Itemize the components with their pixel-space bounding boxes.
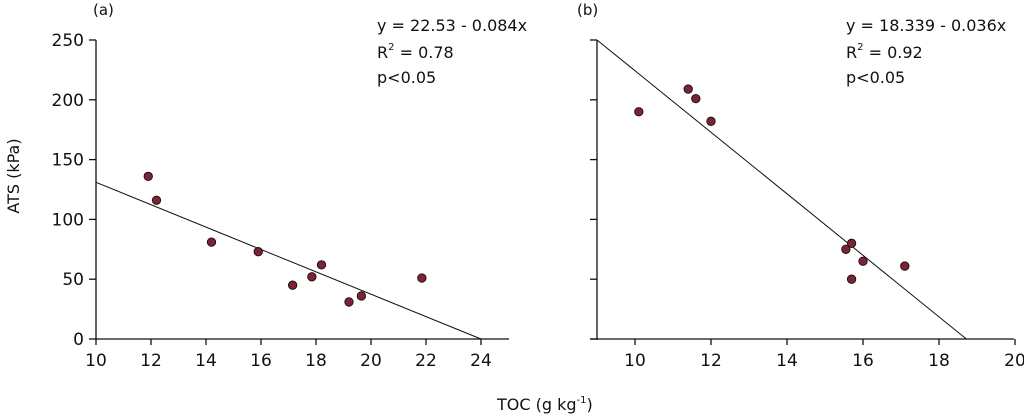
panel-b-x-tick-label: 10 <box>624 351 646 371</box>
panel-a-equation: y = 22.53 - 0.084x <box>377 16 527 35</box>
panel-b-p-value: p<0.05 <box>846 68 905 87</box>
panel-a: 0 50 100 150 200 250 10 12 14 16 18 20 22 24 (a) y = 22… <box>52 1 528 371</box>
panel-a-r-squared-prefix: R <box>377 43 388 62</box>
panel-a-x-tick-label: 10 <box>85 351 107 371</box>
panel-a-y-tick-label: 100 <box>52 210 84 230</box>
x-axis-title-main: TOC (g kg <box>496 395 577 414</box>
panel-a-y-tick-label: 250 <box>52 31 84 51</box>
panel-b-data-point <box>691 93 701 104</box>
panel-b-data-point <box>683 84 693 94</box>
panel-b-data-point <box>900 261 910 271</box>
panel-a-data-point <box>287 280 298 290</box>
panel-a-r-squared-sup: 2 <box>388 42 394 53</box>
panel-a-x-tick-label: 12 <box>140 351 162 371</box>
panel-b-x-tick-label: 14 <box>776 351 798 371</box>
panel-b-x-tick-label: 12 <box>700 351 722 371</box>
panel-a-data-point <box>151 195 162 205</box>
panel-b-r-squared: R2 = 0.92 <box>846 42 923 62</box>
panel-b-r-squared-sup: 2 <box>857 42 863 53</box>
panel-a-x-tick-label: 16 <box>250 351 272 371</box>
panel-b-regression-line <box>596 39 967 340</box>
panel-a-p-value: p<0.05 <box>377 68 436 87</box>
panel-a-data-point <box>143 171 153 181</box>
panel-b-data-point <box>634 107 644 117</box>
panel-b-data-point <box>858 256 868 266</box>
x-axis-title: TOC (g kg-1) <box>496 395 593 414</box>
panel-a-data-point <box>417 273 427 283</box>
panel-a-label: (a) <box>93 1 114 19</box>
panel-b-data-point <box>846 238 857 248</box>
panel-a-r-squared: R2 = 0.78 <box>377 42 454 62</box>
panel-b-data-point <box>841 244 851 254</box>
panel-b-equation: y = 18.339 - 0.036x <box>846 16 1006 35</box>
panel-b-label: (b) <box>577 1 598 19</box>
panel-a-x-tick-label: 24 <box>470 351 492 371</box>
panel-b-data-point <box>706 116 716 126</box>
panel-b-x-tick-label: 20 <box>1004 351 1024 371</box>
panel-a-x-tick-label: 18 <box>305 351 327 371</box>
panel-a-regression-line <box>95 181 482 340</box>
panel-a-x-tick-label: 20 <box>360 351 382 371</box>
panel-a-r-squared-value: = 0.78 <box>395 43 454 62</box>
panel-a-y-tick-label: 200 <box>52 91 84 111</box>
panel-b: 10 12 14 16 18 20 (b) y = 18.339 - 0.036x R2 = 0… <box>577 1 1024 371</box>
panel-b-r-squared-value: = 0.92 <box>864 43 923 62</box>
panel-a-data-point <box>356 291 367 301</box>
panel-a-x-tick-label: 14 <box>195 351 217 371</box>
panel-b-x-tick-label: 18 <box>928 351 950 371</box>
panel-a-y-tick-label: 150 <box>52 151 84 171</box>
panel-b-data-point <box>846 274 857 284</box>
panel-a-x-tick-label: 22 <box>415 351 437 371</box>
panel-b-x-tick-label: 16 <box>852 351 874 371</box>
panel-a-data-point <box>206 237 217 247</box>
panel-a-data-point <box>316 260 327 270</box>
panel-a-data-point <box>307 272 317 282</box>
y-axis-title: ATS (kPa) <box>4 138 23 213</box>
panel-a-data-point <box>253 247 263 257</box>
panel-a-y-tick-label: 50 <box>62 270 84 290</box>
x-axis-title-sup: -1 <box>577 395 587 406</box>
panel-a-y-tick-label: 0 <box>73 330 84 350</box>
panel-a-data-point <box>344 297 354 307</box>
x-axis-title-close: ) <box>587 395 593 414</box>
panel-b-r-squared-prefix: R <box>846 43 857 62</box>
